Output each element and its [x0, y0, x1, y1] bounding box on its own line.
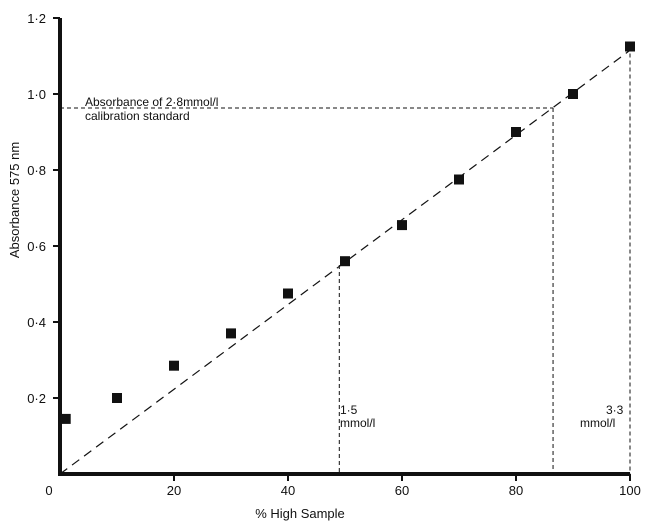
x-tick-label: 0: [45, 483, 52, 498]
fit-line: [59, 49, 631, 475]
data-point: [226, 328, 236, 339]
data-point: [625, 41, 635, 52]
fit-line-group: [59, 49, 631, 475]
data-point: [511, 127, 521, 137]
low-value-annotation: 1·5: [340, 403, 358, 417]
y-tick-label: 1·0: [27, 87, 46, 102]
calibration-annotation-line1: Absorbance of 2·8mmol/l: [85, 95, 218, 109]
x-tick-label: 40: [281, 483, 295, 498]
data-point: [283, 288, 293, 299]
data-point: [340, 256, 350, 267]
ticks: 0 20 40 60 80 100 0·2 0·4 0·6 0·8 1·0 1·2: [27, 11, 641, 498]
x-tick-label: 60: [395, 483, 409, 498]
y-tick-label: 0·8: [27, 163, 46, 178]
x-axis-title: % High Sample: [255, 506, 345, 521]
data-points: [60, 41, 635, 424]
low-unit-annotation: mmol/l: [340, 416, 375, 430]
data-point: [169, 360, 179, 371]
y-tick-label: 0·2: [27, 391, 46, 406]
x-tick-label: 80: [509, 483, 523, 498]
y-axis-title: Absorbance 575 nm: [7, 142, 22, 258]
data-point: [568, 89, 578, 99]
data-point: [454, 174, 464, 185]
y-tick-label: 0·4: [27, 315, 46, 330]
reference-lines: [60, 46, 631, 474]
data-point: [60, 413, 71, 424]
calibration-annotation-line2: calibration standard: [85, 109, 190, 123]
x-tick-label: 100: [619, 483, 641, 498]
high-unit-annotation: mmol/l: [580, 416, 615, 430]
high-value-annotation: 3·3: [606, 403, 624, 417]
x-tick-label: 20: [167, 483, 181, 498]
y-tick-label: 1·2: [27, 11, 46, 26]
data-point: [112, 393, 122, 403]
data-point: [397, 220, 407, 231]
y-tick-label: 0·6: [27, 239, 46, 254]
